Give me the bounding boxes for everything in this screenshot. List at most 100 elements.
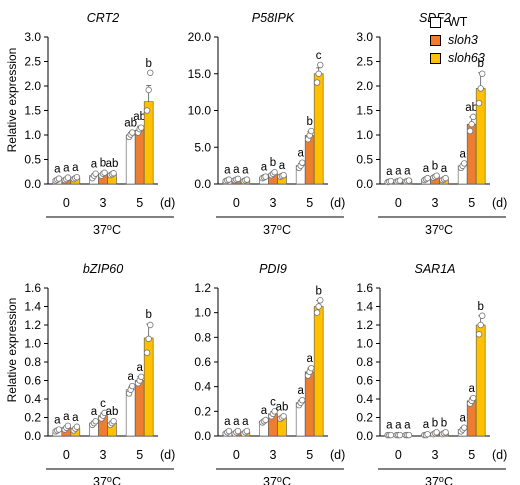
legend: WT sloh3 sloh63 (430, 13, 485, 67)
data-point (313, 79, 321, 86)
y-tick-label: 5.0 (194, 140, 211, 154)
bar (143, 101, 154, 185)
data-point (308, 127, 315, 135)
data-point (92, 418, 99, 425)
significance-letter: b (315, 285, 321, 297)
y-tick-label: 1.0 (356, 337, 373, 351)
x-tick-label: 3 (100, 448, 107, 462)
x-unit-label: (d) (160, 196, 175, 210)
y-tick-label: 2.0 (356, 79, 373, 93)
y-tick-label: 1.6 (356, 281, 373, 295)
data-point (110, 170, 117, 177)
y-tick-label: 15.0 (188, 67, 212, 81)
significance-letter: a (279, 160, 286, 172)
bar (125, 389, 136, 437)
group-label: 37oC (93, 474, 121, 485)
y-tick-label: 0.4 (24, 392, 41, 406)
y-tick-label: 0.2 (24, 411, 41, 425)
y-axis-label-bottom: Relative expression (5, 297, 19, 403)
data-point (138, 373, 145, 380)
data-point (299, 397, 306, 404)
chart-title: bZIP60 (83, 262, 123, 276)
y-tick-label: 1.2 (24, 318, 41, 332)
significance-letter: a (224, 416, 231, 428)
data-point (315, 303, 322, 310)
x-tick-label: 5 (468, 448, 475, 462)
data-point (299, 159, 306, 166)
legend-item-sloh63: sloh63 (430, 49, 485, 67)
data-point (424, 174, 431, 182)
x-tick-label: 5 (468, 196, 475, 210)
significance-letter: a (233, 416, 240, 428)
significance-letter: a (386, 166, 393, 178)
y-tick-label: 1.0 (24, 337, 41, 351)
data-point (147, 69, 154, 76)
x-unit-label: (d) (330, 196, 345, 210)
significance-letter: b (306, 116, 312, 128)
significance-letter: a (261, 405, 268, 417)
significance-letter: b (441, 417, 447, 429)
significance-letter: a (386, 420, 393, 432)
data-point (461, 160, 468, 167)
chart-title: P58IPK (252, 11, 295, 25)
bar (304, 135, 315, 185)
data-point (317, 61, 324, 69)
y-tick-label: 0.8 (356, 355, 373, 369)
significance-letter: a (423, 419, 430, 431)
significance-letter: a (441, 163, 448, 175)
y-tick-label: 0.4 (194, 380, 211, 394)
significance-letter: a (297, 385, 304, 397)
y-tick-label: 1.0 (194, 306, 211, 320)
significance-letter: b (145, 309, 151, 321)
bar (304, 371, 315, 437)
legend-label: sloh3 (448, 33, 478, 47)
y-tick-label: 0.0 (24, 177, 41, 191)
legend-swatch-sloh63 (430, 52, 441, 64)
significance-letter: a (54, 164, 61, 176)
y-tick-label: 1.4 (24, 300, 41, 314)
bar (475, 324, 486, 437)
data-point (315, 70, 322, 77)
x-tick-label: 0 (395, 448, 402, 462)
data-point (73, 423, 81, 430)
significance-letter: a (297, 148, 304, 160)
data-point (55, 175, 63, 182)
x-tick-label: 0 (63, 448, 70, 462)
group-label: 37oC (263, 474, 291, 485)
data-point (225, 427, 233, 435)
bar (313, 73, 324, 185)
significance-letter: a (224, 165, 231, 177)
data-point (147, 321, 154, 329)
significance-letter: a (91, 159, 98, 171)
data-point (461, 424, 468, 431)
x-tick-label: 0 (233, 448, 240, 462)
x-tick-label: 3 (432, 196, 439, 210)
y-tick-label: 2.0 (24, 79, 41, 93)
data-point (64, 174, 72, 181)
data-point (280, 413, 287, 420)
data-point (433, 172, 440, 179)
data-point (55, 426, 63, 433)
chart-title: PDI9 (259, 262, 287, 276)
x-tick-label: 3 (270, 196, 277, 210)
data-point (475, 99, 483, 107)
group-label: 37oC (263, 222, 291, 237)
data-point (387, 177, 395, 185)
significance-letter: a (127, 371, 134, 383)
data-point (92, 170, 99, 177)
y-tick-label: 1.0 (24, 128, 41, 142)
y-tick-label: 10.0 (188, 104, 212, 118)
legend-swatch-wt (430, 16, 441, 28)
data-point (271, 169, 278, 176)
y-tick-label: 1.2 (356, 318, 373, 332)
data-point (424, 430, 431, 438)
y-tick-label: 0.0 (194, 429, 211, 443)
significance-letter: a (459, 148, 466, 160)
data-point (470, 394, 477, 402)
data-point (433, 429, 440, 436)
y-tick-label: 2.5 (356, 55, 373, 69)
significance-letter: a (395, 166, 402, 178)
significance-letter: c (270, 396, 276, 408)
significance-letter: b (270, 157, 276, 169)
significance-letter: b (100, 158, 106, 170)
